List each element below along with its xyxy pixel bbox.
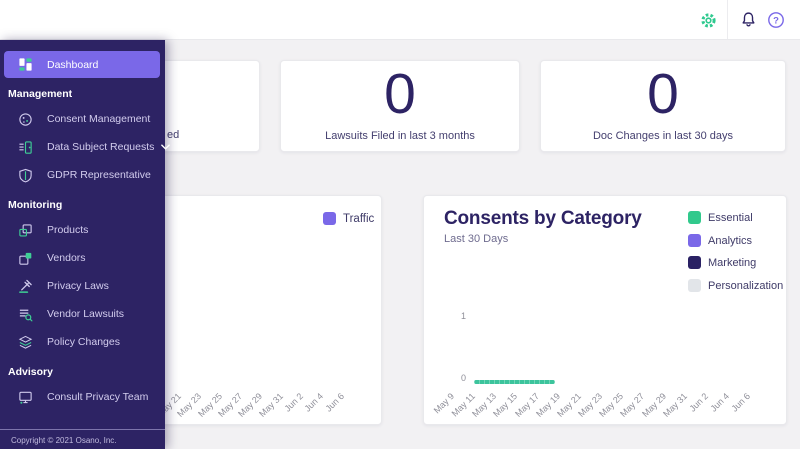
legend-swatch-marketing [688, 256, 701, 269]
monitor-icon [18, 390, 33, 405]
legend-label: Marketing [708, 256, 757, 269]
legend-swatch-personalization [688, 279, 701, 292]
topbar-divider [727, 0, 728, 39]
stat-label: Doc Changes in last 30 days [592, 130, 734, 142]
legend-item-marketing[interactable]: Marketing [688, 256, 756, 269]
y-axis-label: 1 [460, 311, 466, 321]
sidebar-item-label: Vendor Lawsuits [47, 308, 125, 320]
sidebar-item-gdpr-representative[interactable]: GDPR Representative [0, 161, 165, 189]
legend-item-personalization[interactable]: Personalization [688, 279, 783, 292]
sidebar-item-label: Vendors [47, 252, 86, 264]
copyright-text: Copyright © 2021 Osano, Inc. [11, 436, 117, 445]
stat-card-label-fragment: ed [167, 129, 180, 141]
sidebar-nav: Dashboard Management Consent Management [0, 40, 171, 449]
dashboard-grid-icon [18, 57, 33, 72]
legend-item-essential[interactable]: Essential [688, 211, 753, 224]
overlap-squares-filled-icon [18, 251, 33, 266]
stat-value: 0 [647, 62, 679, 126]
legend-swatch-essential [688, 211, 701, 224]
notifications-bell-icon[interactable] [740, 11, 757, 28]
chevron-down-icon [161, 144, 171, 150]
sidebar-item-label: Policy Changes [47, 336, 120, 348]
sidebar-item-label: GDPR Representative [47, 169, 151, 181]
sidebar-section-monitoring: Monitoring [8, 199, 63, 211]
consents-chart-card: Consents by Category Last 30 Days Essent… [423, 195, 787, 425]
sidebar-item-label: Data Subject Requests [47, 141, 155, 153]
essential-series-line [474, 380, 555, 384]
sidebar-item-privacy-laws[interactable]: Privacy Laws [0, 272, 165, 300]
cookie-icon [18, 112, 33, 127]
legend-item-analytics[interactable]: Analytics [688, 234, 752, 247]
door-icon [18, 140, 33, 155]
sidebar-item-label: Dashboard [47, 58, 99, 71]
shield-icon [18, 168, 33, 183]
legend-item-traffic[interactable]: Traffic [323, 212, 374, 225]
sidebar-item-vendors[interactable]: Vendors [0, 244, 165, 272]
sidebar-item-dashboard[interactable]: Dashboard [4, 51, 160, 78]
sidebar-item-products[interactable]: Products [0, 216, 165, 244]
sidebar-item-label: Privacy Laws [47, 280, 109, 292]
overlap-squares-icon [18, 223, 33, 238]
list-search-icon [18, 307, 33, 322]
chart-subtitle: Last 30 Days [444, 233, 509, 245]
chart-title: Consents by Category [444, 208, 642, 229]
help-question-icon[interactable]: ? [767, 11, 785, 29]
legend-label: Personalization [708, 279, 784, 292]
sidebar-footer-divider [0, 429, 165, 430]
sidebar-item-data-subject-requests[interactable]: Data Subject Requests [0, 133, 171, 161]
y-axis-label: 0 [460, 373, 466, 383]
sidebar-item-policy-changes[interactable]: Policy Changes [0, 328, 165, 356]
sidebar-item-consent-management[interactable]: Consent Management [0, 105, 165, 133]
legend-swatch-analytics [688, 234, 701, 247]
consents-chart-x-axis: May 9 May 11 May 13 May 15 May 17 May 19… [424, 389, 786, 425]
layers-icon [18, 335, 33, 350]
settings-gear-icon[interactable] [700, 12, 717, 29]
stat-card-lawsuits: 0 Lawsuits Filed in last 3 months [280, 60, 520, 152]
topbar: ? [0, 0, 800, 40]
sidebar-item-label: Products [47, 224, 89, 236]
sidebar-item-label: Consult Privacy Team [47, 391, 149, 403]
legend-swatch-traffic [323, 212, 336, 225]
stat-card-doc-changes: 0 Doc Changes in last 30 days [540, 60, 786, 152]
sidebar-item-label: Consent Management [47, 113, 151, 125]
sidebar-section-management: Management [8, 88, 73, 100]
legend-label: Essential [708, 211, 753, 224]
stat-value: 0 [384, 62, 416, 126]
gavel-icon [18, 279, 33, 294]
svg-text:?: ? [773, 16, 779, 27]
sidebar-section-advisory: Advisory [8, 366, 53, 378]
sidebar-item-vendor-lawsuits[interactable]: Vendor Lawsuits [0, 300, 165, 328]
legend-label: Traffic [343, 212, 375, 225]
sidebar-item-consult-privacy-team[interactable]: Consult Privacy Team [0, 383, 165, 411]
legend-label: Analytics [708, 234, 753, 247]
stat-label: Lawsuits Filed in last 3 months [325, 130, 475, 142]
